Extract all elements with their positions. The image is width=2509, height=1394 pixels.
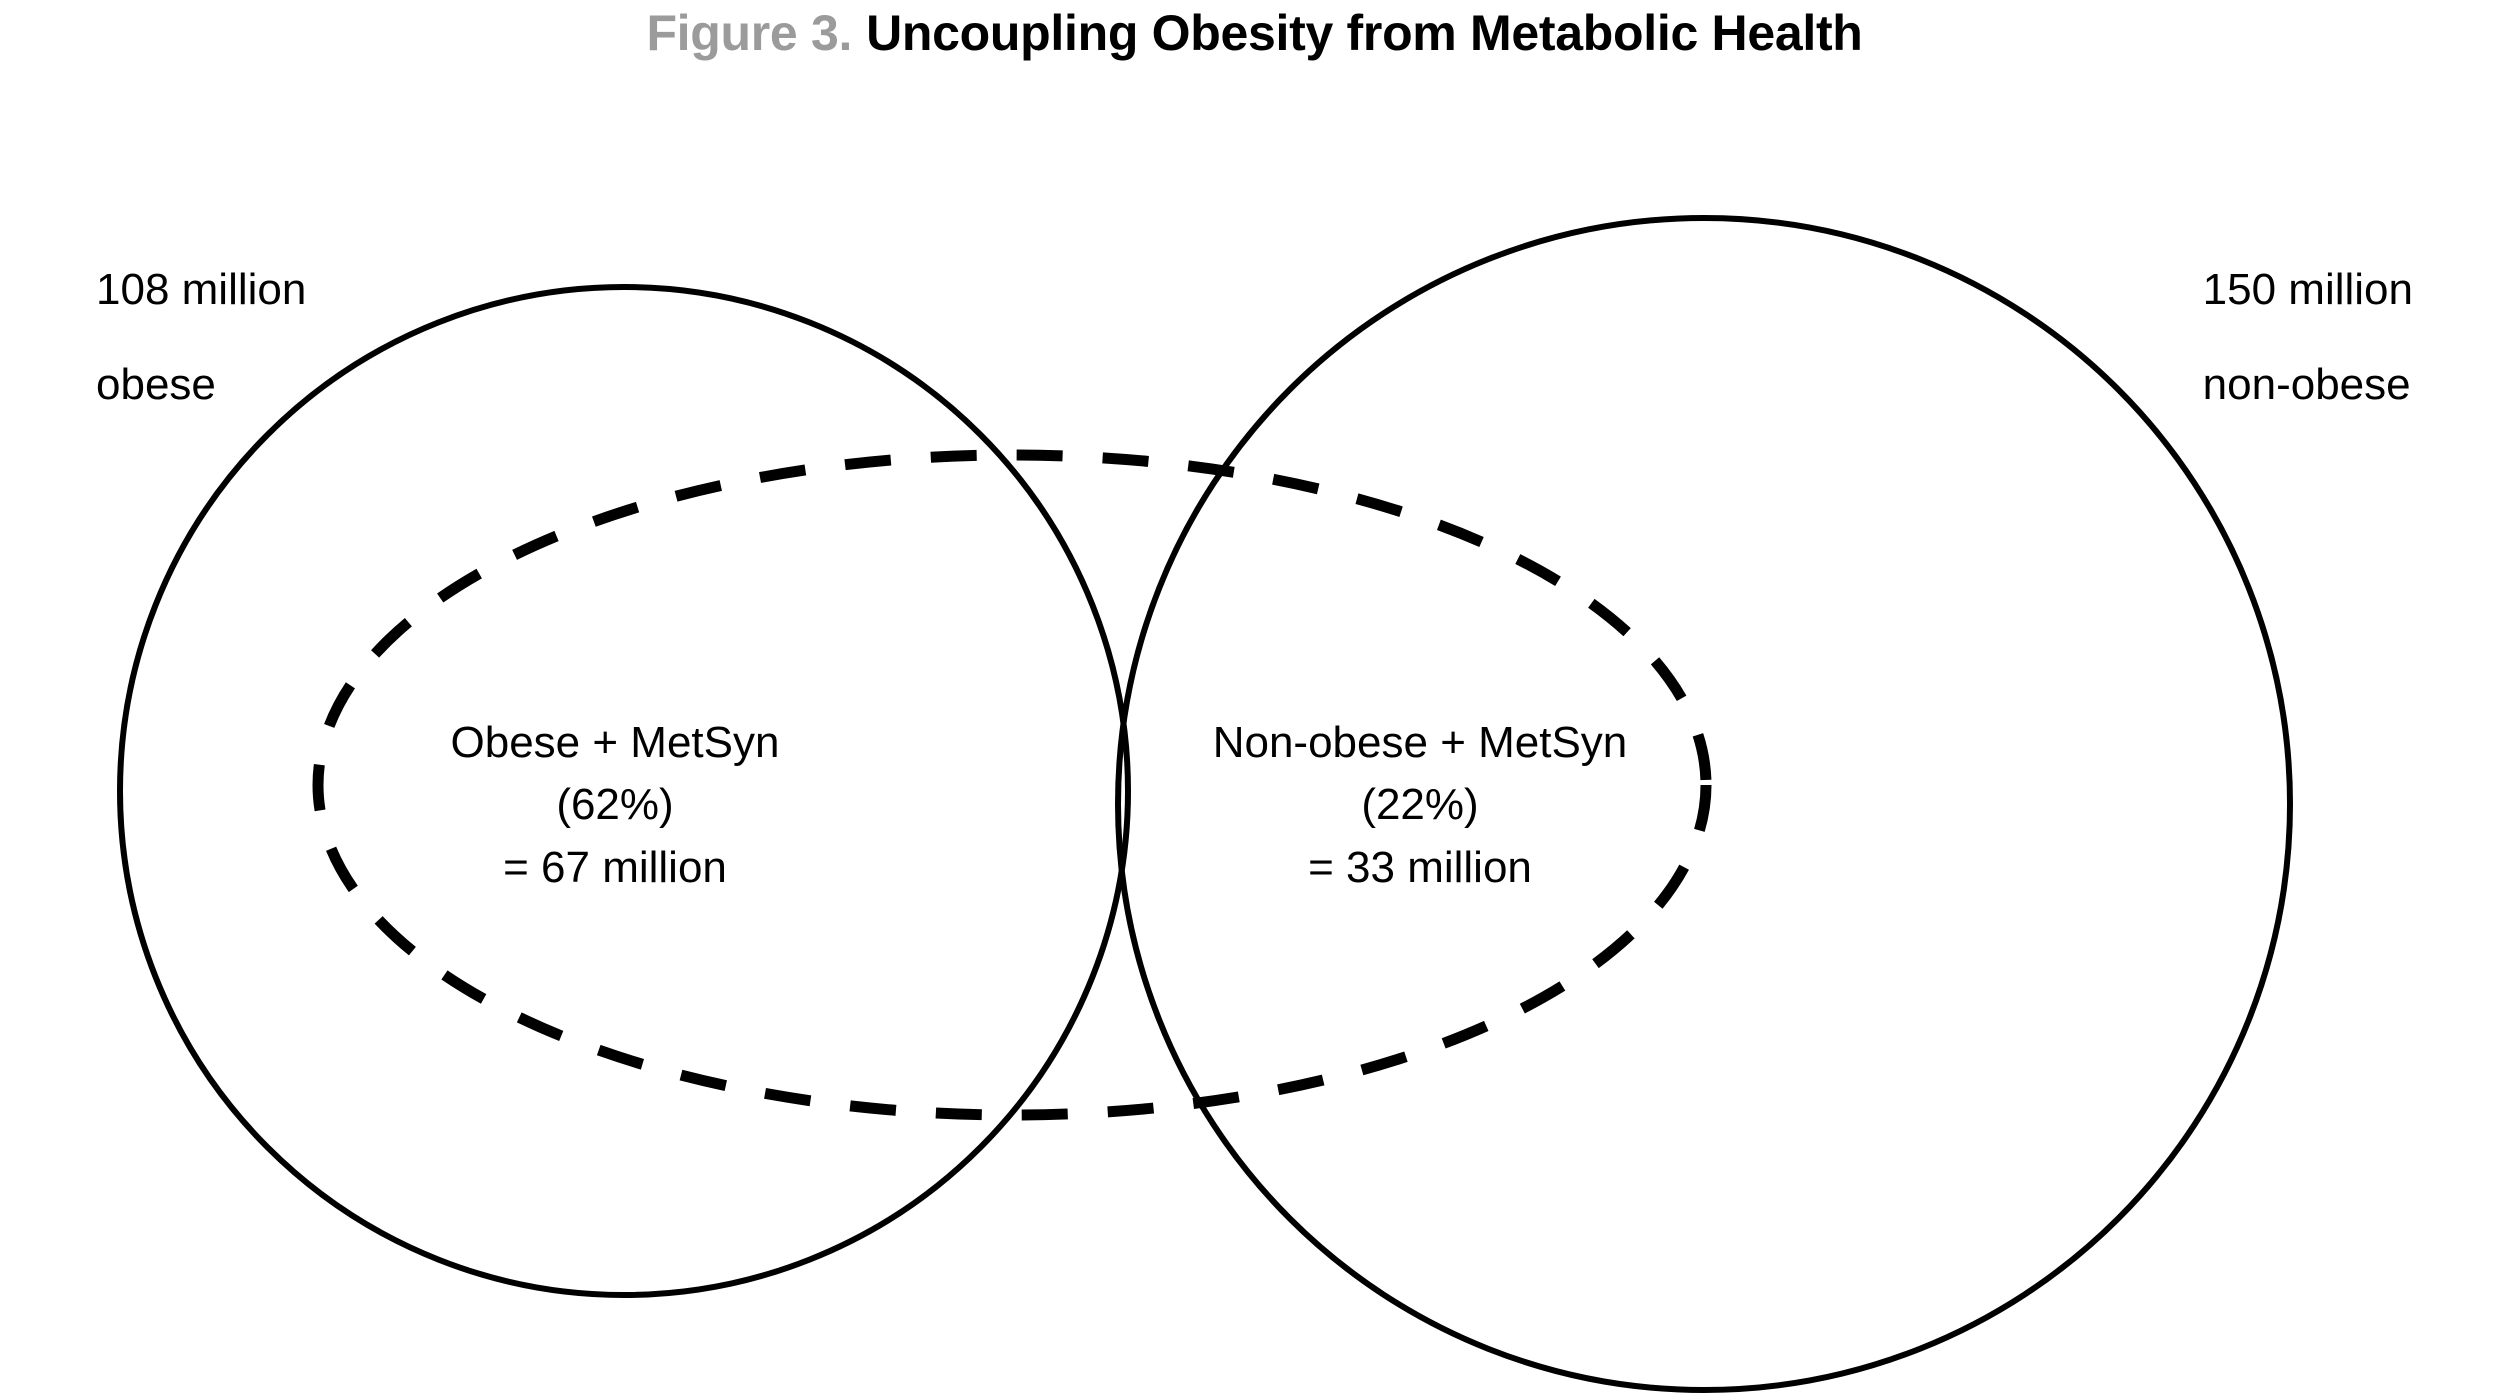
non-obese-count-line2: non-obese — [2202, 359, 2411, 409]
non-obese-metsyn-line3: = 33 million — [1308, 842, 1532, 892]
figure-title-text: Uncoupling Obesity from Metabolic Health — [866, 5, 1863, 61]
obese-metsyn-region-label: Obese + MetSyn (62%) = 67 million — [390, 712, 840, 899]
obese-metsyn-line1: Obese + MetSyn — [450, 718, 780, 767]
non-obese-count-label: 150 million non-obese — [2203, 218, 2413, 456]
figure-number-label: Figure 3. — [646, 5, 853, 61]
non-obese-count-line1: 150 million — [2202, 264, 2413, 314]
obese-metsyn-line3: = 67 million — [503, 842, 727, 892]
non-obese-metsyn-line1: Non-obese + MetSyn — [1212, 718, 1628, 767]
metabolic-syndrome-ellipse — [312, 449, 1712, 1121]
obese-count-label: 108 million obese — [96, 218, 306, 456]
page-title: Figure 3. Uncoupling Obesity from Metabol… — [0, 0, 2509, 66]
non-obese-circle — [1115, 215, 2293, 1393]
obese-circle — [117, 284, 1131, 1298]
non-obese-metsyn-line2: (22%) — [1361, 780, 1479, 830]
obese-metsyn-line2: (62%) — [556, 780, 674, 830]
obese-count-line2: obese — [96, 359, 216, 409]
obese-count-line1: 108 million — [96, 264, 307, 314]
non-obese-metsyn-region-label: Non-obese + MetSyn (22%) = 33 million — [1150, 712, 1690, 899]
